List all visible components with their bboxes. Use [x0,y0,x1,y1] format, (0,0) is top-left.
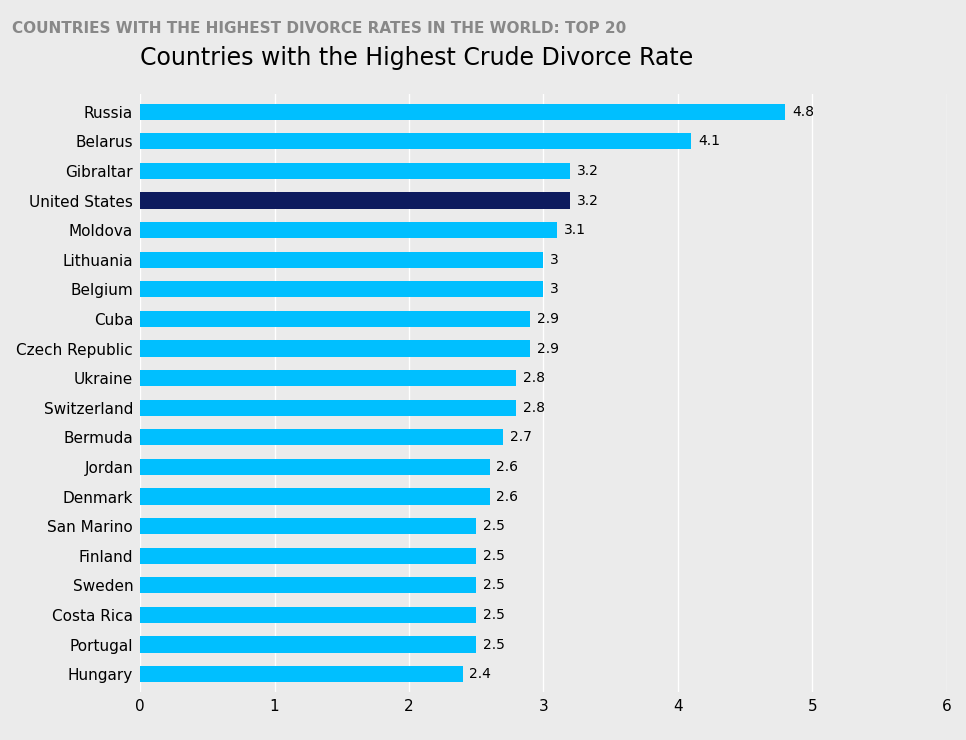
Text: COUNTRIES WITH THE HIGHEST DIVORCE RATES IN THE WORLD: TOP 20: COUNTRIES WITH THE HIGHEST DIVORCE RATES… [12,21,626,36]
Bar [140,163,570,179]
Bar [140,548,476,564]
Text: 2.6: 2.6 [497,490,519,503]
Bar [140,133,692,149]
Text: 2.5: 2.5 [483,519,505,533]
Bar [140,311,530,327]
Text: Countries with the Highest Crude Divorce Rate: Countries with the Highest Crude Divorce… [140,46,694,70]
Bar [140,607,476,623]
Bar [140,488,490,505]
Text: 2.5: 2.5 [483,549,505,562]
Text: 2.5: 2.5 [483,608,505,622]
Bar [140,340,530,357]
Bar [140,577,476,593]
Bar [140,252,543,268]
Text: 2.9: 2.9 [537,312,558,326]
Bar [140,281,543,297]
Bar [140,429,503,445]
Text: 2.6: 2.6 [497,460,519,474]
Text: 2.8: 2.8 [524,401,545,414]
Text: 3.2: 3.2 [577,194,599,207]
Text: 2.5: 2.5 [483,579,505,592]
Bar [140,400,517,416]
Bar [140,636,476,653]
Text: 3.2: 3.2 [577,164,599,178]
Bar [140,222,556,238]
Text: 2.5: 2.5 [483,638,505,651]
Bar [140,192,570,209]
Text: 2.9: 2.9 [537,342,558,355]
Text: 2.7: 2.7 [510,431,531,444]
Text: 3: 3 [550,253,559,266]
Text: 3.1: 3.1 [563,223,585,237]
Bar [140,518,476,534]
Text: 4.8: 4.8 [792,105,814,118]
Bar [140,666,463,682]
Text: 2.4: 2.4 [469,667,492,681]
Text: 2.8: 2.8 [524,371,545,385]
Bar [140,370,517,386]
Bar [140,104,785,120]
Bar [140,459,490,475]
Text: 4.1: 4.1 [698,135,720,148]
Text: 3: 3 [550,283,559,296]
